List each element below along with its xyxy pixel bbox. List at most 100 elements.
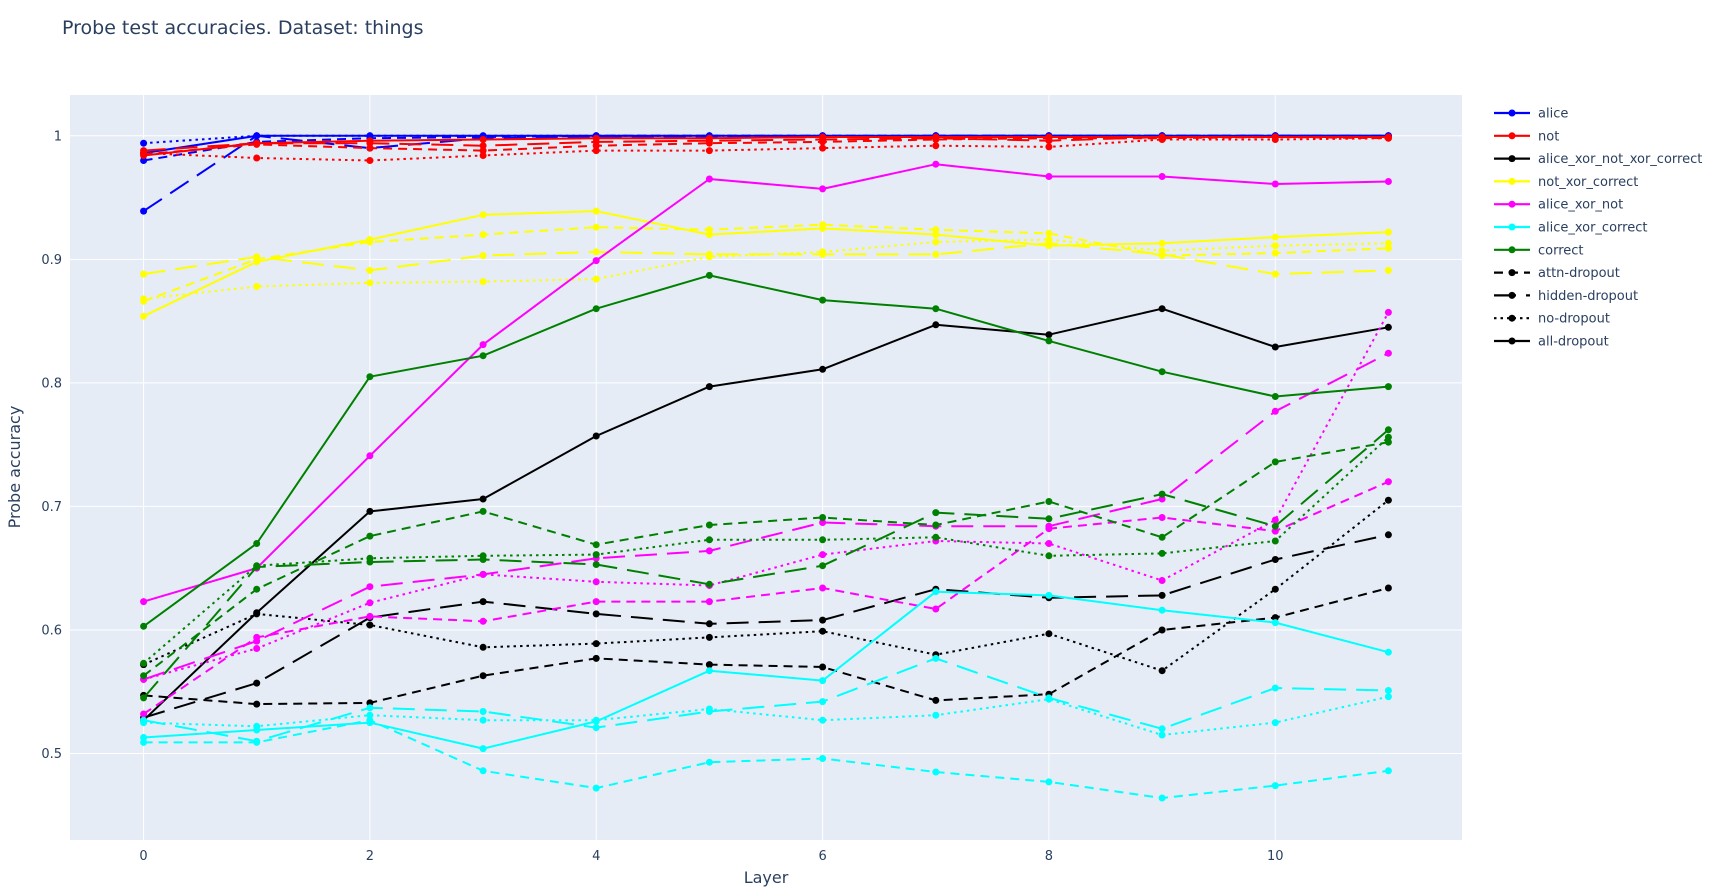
legend-marker	[1508, 177, 1516, 185]
data-point	[592, 275, 600, 283]
plot-area	[70, 95, 1462, 840]
data-point	[366, 452, 374, 460]
data-point	[366, 711, 374, 719]
data-point	[253, 585, 261, 593]
legend-marker	[1508, 246, 1516, 254]
y-tick-label: 0.8	[41, 376, 62, 391]
data-point	[366, 599, 374, 607]
data-point	[1045, 337, 1053, 345]
x-tick-label: 2	[366, 849, 374, 864]
legend-marker	[1508, 155, 1516, 163]
data-point	[479, 507, 487, 515]
data-point	[1384, 178, 1392, 185]
data-point	[932, 711, 940, 719]
data-point	[932, 305, 940, 313]
data-point	[819, 584, 827, 592]
data-point	[592, 305, 600, 313]
data-point	[479, 672, 487, 680]
legend-label: not_xor_correct	[1538, 175, 1638, 190]
data-point	[1384, 496, 1392, 504]
data-point	[366, 132, 374, 140]
data-point	[253, 679, 261, 687]
data-point	[366, 238, 374, 246]
legend-item[interactable]: correct	[1494, 243, 1584, 258]
data-point	[932, 533, 940, 541]
data-point	[1045, 552, 1053, 560]
data-point	[140, 659, 148, 667]
data-point	[479, 252, 487, 260]
data-point	[1271, 585, 1279, 593]
data-point	[140, 719, 148, 727]
data-point	[1045, 778, 1053, 786]
data-point	[592, 654, 600, 662]
legend-item[interactable]: no-dropout	[1494, 312, 1610, 327]
legend-item[interactable]: alice	[1494, 107, 1568, 122]
data-point	[1384, 228, 1392, 236]
data-point	[932, 696, 940, 704]
data-point	[1045, 137, 1053, 145]
series-line	[143, 311, 1390, 681]
legend-item[interactable]: alice_xor_not_xor_correct	[1494, 152, 1702, 167]
data-point	[140, 738, 148, 746]
data-point	[1384, 308, 1392, 316]
legend-item[interactable]: alice_xor_not	[1494, 198, 1623, 213]
series-line	[142, 441, 1389, 677]
data-point	[366, 621, 374, 629]
data-point	[253, 253, 261, 261]
legend-item[interactable]: hidden-dropout	[1494, 289, 1638, 304]
data-point	[592, 578, 600, 586]
x-tick-label: 4	[592, 849, 600, 864]
data-point	[140, 270, 148, 278]
data-point	[479, 341, 487, 349]
data-point	[932, 226, 940, 234]
data-point	[479, 617, 487, 625]
data-point	[1384, 478, 1392, 486]
data-point	[819, 144, 827, 152]
data-point	[253, 737, 261, 745]
data-point	[1271, 684, 1279, 692]
data-point	[819, 514, 827, 521]
series-line	[142, 429, 1390, 699]
data-point	[253, 540, 261, 547]
data-point	[819, 663, 827, 671]
legend-item[interactable]: not	[1494, 129, 1559, 144]
data-point	[1158, 591, 1166, 599]
series-group	[140, 134, 1392, 164]
data-point	[366, 157, 374, 164]
data-point	[592, 610, 600, 618]
data-point	[932, 605, 940, 613]
data-point	[366, 704, 374, 712]
y-tick-label: 0.7	[41, 500, 62, 515]
data-point	[819, 185, 827, 193]
data-point	[1271, 614, 1279, 622]
legend-item[interactable]: attn-dropout	[1494, 266, 1620, 281]
data-point	[1384, 531, 1392, 539]
data-point	[705, 253, 713, 261]
legend-item[interactable]: not_xor_correct	[1494, 175, 1638, 190]
data-point	[1045, 173, 1053, 180]
legend-marker	[1508, 314, 1516, 322]
data-point	[366, 373, 374, 381]
series-line	[143, 136, 1389, 152]
data-point	[366, 716, 374, 724]
data-point	[705, 383, 713, 391]
data-point	[1045, 540, 1053, 547]
x-tick-label: 0	[139, 849, 147, 864]
data-point	[705, 175, 713, 183]
data-point	[705, 547, 713, 555]
data-point	[253, 154, 261, 162]
data-point	[1271, 516, 1279, 524]
legend-item[interactable]: alice_xor_correct	[1494, 221, 1647, 236]
data-point	[705, 536, 713, 544]
series-line	[143, 657, 1389, 743]
data-point	[932, 238, 940, 246]
data-point	[479, 570, 487, 578]
legend-marker	[1508, 223, 1516, 231]
legend-item[interactable]: all-dropout	[1494, 335, 1609, 350]
data-point	[705, 521, 713, 529]
data-point	[366, 554, 374, 562]
data-point	[819, 562, 827, 570]
legend-label: no-dropout	[1538, 312, 1610, 327]
data-point	[1271, 270, 1279, 278]
